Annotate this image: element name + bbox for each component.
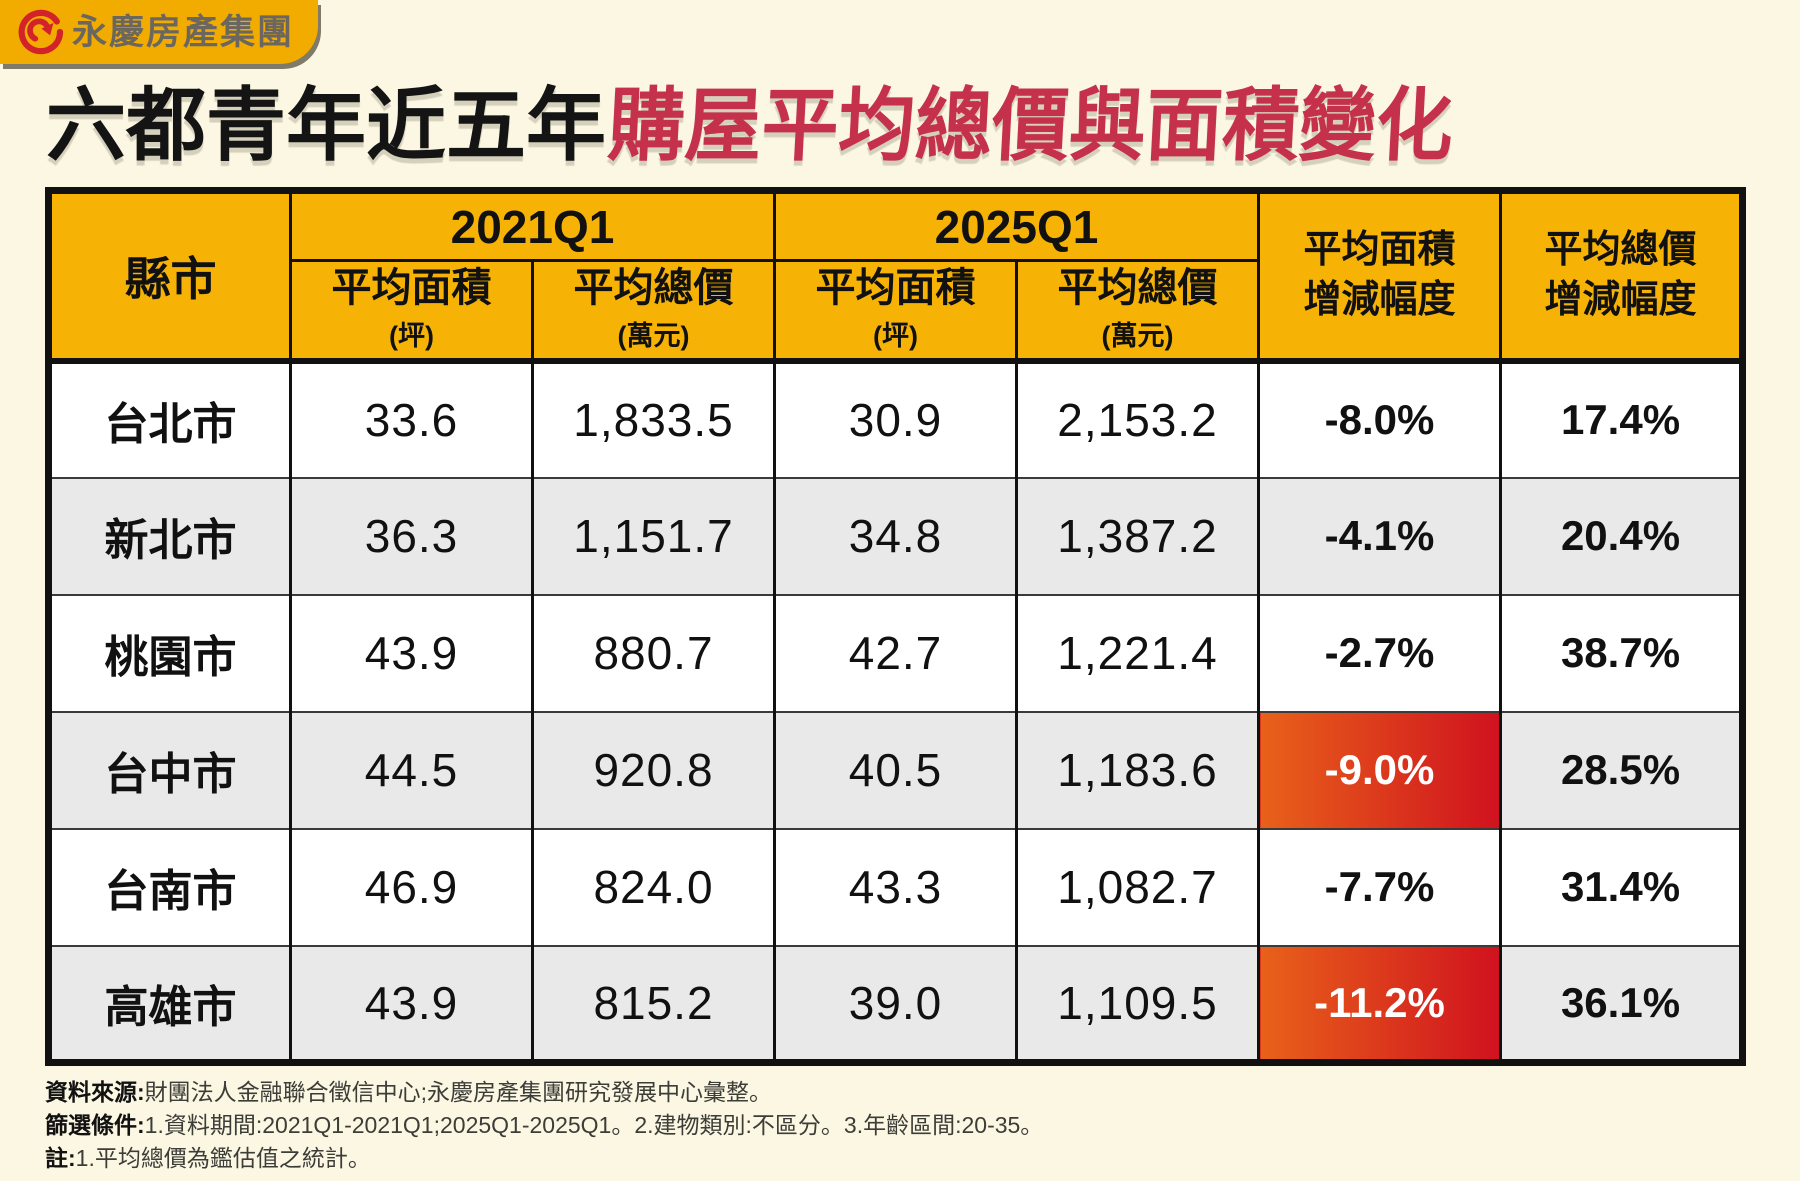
city-cell: 台南市 xyxy=(47,828,292,946)
page-title-black: 六都青年近五年 xyxy=(46,81,606,170)
note-remark-label: 註: xyxy=(45,1145,76,1171)
unit-ping: (坪) xyxy=(389,321,434,352)
price-change-cell: 17.4% xyxy=(1499,360,1744,478)
price-2025-cell: 2,153.2 xyxy=(1015,360,1260,478)
table-row-newtaipei: 新北市 36.3 1,151.7 34.8 1,387.2 -4.1% 20.4… xyxy=(47,477,1744,595)
header-area-2025: 平均面積 (坪) xyxy=(773,260,1018,361)
area-change-cell: -2.7% xyxy=(1257,594,1502,712)
price-2021-cell: 920.8 xyxy=(531,711,776,829)
header-area-change-line1: 平均面積 xyxy=(1303,229,1456,272)
area-change-cell-highlighted: -11.2% xyxy=(1257,945,1502,1063)
price-2025-cell: 1,183.6 xyxy=(1015,711,1260,829)
city-cell: 新北市 xyxy=(47,477,292,595)
note-filter-label: 篩選條件: xyxy=(45,1112,145,1138)
table-row-kaohsiung: 高雄市 43.9 815.2 39.0 1,109.5 -11.2% 36.1% xyxy=(47,945,1744,1063)
table-row-taoyuan: 桃園市 43.9 880.7 42.7 1,221.4 -2.7% 38.7% xyxy=(47,594,1744,712)
price-change-cell: 20.4% xyxy=(1499,477,1744,595)
note-source-text: 財團法人金融聯合徵信中心;永慶房產集團研究發展中心彙整。 xyxy=(144,1079,773,1105)
header-price-2025: 平均總價 (萬元) xyxy=(1015,260,1260,361)
area-2021-cell: 43.9 xyxy=(289,594,534,712)
header-group-2025q1: 2025Q1 xyxy=(773,190,1260,262)
unit-wan: (萬元) xyxy=(617,321,690,352)
area-2021-cell: 33.6 xyxy=(289,360,534,478)
header-area-change-line2: 增減幅度 xyxy=(1303,278,1456,321)
header-price-change: 平均總價 增減幅度 xyxy=(1499,190,1744,362)
area-2021-cell: 36.3 xyxy=(289,477,534,595)
yungching-logo-icon xyxy=(18,9,64,55)
header-area-change: 平均面積 增減幅度 xyxy=(1257,190,1502,362)
area-2021-cell: 43.9 xyxy=(289,945,534,1063)
price-2021-cell: 1,833.5 xyxy=(531,360,776,478)
area-2021-cell: 44.5 xyxy=(289,711,534,829)
page-title-red: 購屋平均總價與面積變化 xyxy=(605,81,1456,170)
note-filter-text: 1.資料期間:2021Q1-2021Q1;2025Q1-2025Q1。2.建物類… xyxy=(144,1112,1044,1138)
city-cell: 高雄市 xyxy=(47,945,292,1063)
price-2021-cell: 880.7 xyxy=(531,594,776,712)
price-2025-cell: 1,387.2 xyxy=(1015,477,1260,595)
price-2021-cell: 824.0 xyxy=(531,828,776,946)
table-header: 縣市 2021Q1 2025Q1 平均面積 增減幅度 平均總價 增減幅度 平均面… xyxy=(47,190,1744,362)
data-table-wrapper: 縣市 2021Q1 2025Q1 平均面積 增減幅度 平均總價 增減幅度 平均面… xyxy=(45,187,1746,1066)
city-cell: 桃園市 xyxy=(47,594,292,712)
header-price-change-line1: 平均總價 xyxy=(1544,229,1697,272)
area-2025-cell: 34.8 xyxy=(773,477,1018,595)
brand-name: 永慶房產集團 xyxy=(72,12,295,52)
header-area-2021: 平均面積 (坪) xyxy=(289,260,534,361)
price-change-cell: 38.7% xyxy=(1499,594,1744,712)
area-2025-cell: 40.5 xyxy=(773,711,1018,829)
header-group-2021q1: 2021Q1 xyxy=(289,190,776,262)
note-remark: 註:1.平均總價為鑑估值之統計。 xyxy=(45,1142,1043,1175)
table-row-tainan: 台南市 46.9 824.0 43.3 1,082.7 -7.7% 31.4% xyxy=(47,828,1744,946)
note-source-label: 資料來源: xyxy=(45,1079,145,1105)
area-change-cell: -7.7% xyxy=(1257,828,1502,946)
header-price-2021: 平均總價 (萬元) xyxy=(531,260,776,361)
header-city: 縣市 xyxy=(47,190,292,362)
area-2025-cell: 39.0 xyxy=(773,945,1018,1063)
footnotes: 資料來源:財團法人金融聯合徵信中心;永慶房產集團研究發展中心彙整。 篩選條件:1… xyxy=(45,1076,1043,1175)
area-2025-cell: 30.9 xyxy=(773,360,1018,478)
unit-wan: (萬元) xyxy=(1101,321,1174,352)
area-2021-cell: 46.9 xyxy=(289,828,534,946)
page-title: 六都青年近五年購屋平均總價與面積變化 xyxy=(46,81,1486,170)
area-change-cell: -4.1% xyxy=(1257,477,1502,595)
note-source: 資料來源:財團法人金融聯合徵信中心;永慶房產集團研究發展中心彙整。 xyxy=(45,1076,1043,1109)
price-2025-cell: 1,221.4 xyxy=(1015,594,1260,712)
brand-banner: 永慶房產集團 xyxy=(0,0,318,64)
note-filter: 篩選條件:1.資料期間:2021Q1-2021Q1;2025Q1-2025Q1。… xyxy=(45,1109,1043,1142)
price-change-cell: 36.1% xyxy=(1499,945,1744,1063)
header-price-change-line2: 增減幅度 xyxy=(1544,278,1697,321)
area-change-cell: -8.0% xyxy=(1257,360,1502,478)
table-row-taipei: 台北市 33.6 1,833.5 30.9 2,153.2 -8.0% 17.4… xyxy=(47,360,1744,478)
area-2025-cell: 42.7 xyxy=(773,594,1018,712)
price-2021-cell: 1,151.7 xyxy=(531,477,776,595)
note-remark-text: 1.平均總價為鑑估值之統計。 xyxy=(75,1145,371,1171)
area-2025-cell: 43.3 xyxy=(773,828,1018,946)
table-row-taichung: 台中市 44.5 920.8 40.5 1,183.6 -9.0% 28.5% xyxy=(47,711,1744,829)
data-table: 縣市 2021Q1 2025Q1 平均面積 增減幅度 平均總價 增減幅度 平均面… xyxy=(45,187,1746,1066)
city-cell: 台北市 xyxy=(47,360,292,478)
price-2025-cell: 1,082.7 xyxy=(1015,828,1260,946)
price-2025-cell: 1,109.5 xyxy=(1015,945,1260,1063)
price-change-cell: 31.4% xyxy=(1499,828,1744,946)
unit-ping: (坪) xyxy=(873,321,918,352)
price-2021-cell: 815.2 xyxy=(531,945,776,1063)
city-cell: 台中市 xyxy=(47,711,292,829)
area-change-cell-highlighted: -9.0% xyxy=(1257,711,1502,829)
price-change-cell: 28.5% xyxy=(1499,711,1744,829)
